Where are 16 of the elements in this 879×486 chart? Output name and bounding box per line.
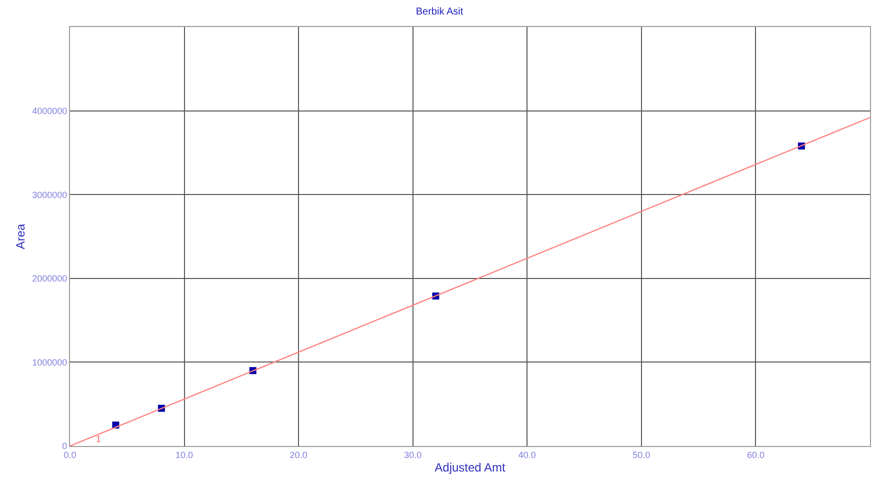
x-axis-title: Adjusted Amt (434, 460, 506, 475)
y-tick-label: 4000000 (32, 106, 68, 116)
y-tick-label: 1000000 (32, 357, 68, 368)
x-tick-label: 30.0 (404, 450, 422, 460)
y-tick-label: 3000000 (32, 190, 68, 200)
y-tick-label: 2000000 (32, 274, 68, 284)
chart-title: Berbik Asit (416, 6, 464, 18)
x-tick-label: 0.0 (64, 450, 76, 460)
x-tick-label: 20.0 (290, 450, 308, 460)
x-tick-label: 50.0 (632, 450, 650, 460)
y-axis-title: Area (13, 224, 28, 250)
x-tick-label: 10.0 (176, 450, 194, 460)
x-tick-label: 60.0 (746, 450, 764, 460)
y-tick-label: 0 (62, 441, 68, 452)
x-tick-label: 40.0 (518, 450, 536, 460)
annotation: 1 (96, 434, 102, 444)
